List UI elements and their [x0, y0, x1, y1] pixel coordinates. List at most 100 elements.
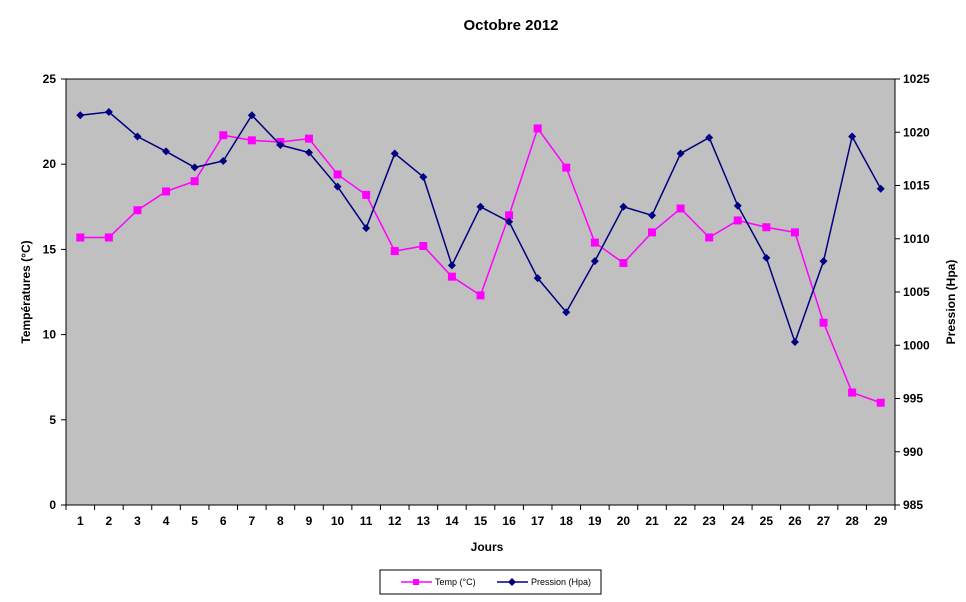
x-tick-label: 28	[845, 514, 859, 528]
y-right-tick-label: 985	[903, 498, 923, 512]
x-tick-label: 19	[588, 514, 602, 528]
pressure-point	[848, 132, 857, 141]
x-tick-label: 22	[674, 514, 688, 528]
x-tick-label: 12	[388, 514, 402, 528]
x-tick-label: 9	[306, 514, 313, 528]
temp-point	[133, 206, 142, 215]
x-tick-label: 3	[134, 514, 141, 528]
pressure-point	[819, 257, 828, 266]
temp-point	[819, 318, 828, 327]
x-tick-label: 2	[106, 514, 113, 528]
y-right-tick-label: 1010	[903, 232, 930, 246]
pressure-point	[476, 202, 485, 211]
pressure-point	[619, 202, 628, 211]
temp-point	[590, 238, 599, 247]
x-axis-title: Jours	[471, 540, 504, 554]
temp-point	[304, 134, 313, 143]
pressure-point	[162, 147, 171, 156]
x-tick-label: 1	[77, 514, 84, 528]
x-tick-label: 18	[560, 514, 574, 528]
x-tick-label: 15	[474, 514, 488, 528]
temp-point	[733, 216, 742, 225]
x-axis: 1 2 3 4 5 6 7 8 9 10 11 12 13 14 15 16 17 18 19 20 21 22 23 24 2…	[65, 505, 896, 528]
temp-point	[162, 187, 171, 196]
temp-point	[790, 228, 799, 237]
y-left-tick-label: 0	[49, 498, 56, 512]
x-tick-label: 14	[445, 514, 459, 528]
x-tick-label: 8	[277, 514, 284, 528]
pressure-point	[247, 111, 256, 120]
pressure-point	[762, 253, 771, 262]
x-tick-label: 4	[163, 514, 170, 528]
temp-point	[419, 241, 428, 250]
y-right-tick-label: 1000	[903, 338, 930, 352]
y-left-tick-label: 20	[43, 157, 57, 171]
x-tick-label: 11	[360, 514, 373, 528]
pressure-point	[419, 172, 428, 181]
x-tick-label: 7	[248, 514, 255, 528]
pressure-point	[876, 184, 885, 193]
temp-point	[362, 190, 371, 199]
pressure-point	[648, 211, 657, 220]
y-right-tick-label: 1020	[903, 125, 930, 139]
x-tick-label: 25	[760, 514, 774, 528]
y-axis-left: 0 5 10 15 20 25	[43, 72, 66, 512]
x-tick-label: 13	[417, 514, 431, 528]
pressure-point	[219, 157, 228, 166]
temp-point	[390, 247, 399, 256]
pressure-point	[447, 261, 456, 270]
x-tick-label: 6	[220, 514, 227, 528]
temp-point	[533, 124, 542, 133]
legend-temp-label: Temp (°C)	[435, 577, 476, 587]
x-tick-label: 21	[645, 514, 659, 528]
temp-point	[676, 204, 685, 213]
temp-point	[447, 272, 456, 281]
temp-point	[876, 398, 885, 407]
temp-point	[505, 211, 514, 220]
temp-point	[848, 388, 857, 397]
y-left-tick-label: 10	[43, 328, 57, 342]
temp-point	[648, 228, 657, 237]
pressure-point	[362, 224, 371, 233]
pressure-point	[333, 182, 342, 191]
pressure-point	[276, 141, 285, 150]
x-tick-label: 16	[502, 514, 516, 528]
y-left-tick-label: 25	[43, 72, 57, 86]
temp-point	[705, 233, 714, 242]
pressure-point	[390, 149, 399, 158]
y-right-tick-label: 990	[903, 445, 923, 459]
pressure-point	[790, 338, 799, 347]
x-tick-label: 20	[617, 514, 631, 528]
temp-point	[562, 163, 571, 172]
y-axis-right: 985 990 995 1000 1005 1010 1015 1020 1025	[895, 72, 930, 512]
temp-point	[76, 233, 85, 242]
pressure-point	[304, 148, 313, 157]
pressure-point	[133, 132, 142, 141]
y-axis-left-title: Températures (°C)	[19, 240, 33, 343]
legend: Temp (°C) Pression (Hpa)	[379, 569, 602, 595]
temp-point	[247, 136, 256, 145]
temp-point	[476, 291, 485, 300]
temp-point	[190, 177, 199, 186]
y-axis-right-title: Pression (Hpa)	[944, 260, 958, 345]
x-tick-label: 26	[788, 514, 802, 528]
temp-point	[333, 170, 342, 179]
legend-pressure-label: Pression (Hpa)	[531, 577, 591, 587]
temp-point	[619, 259, 628, 268]
pressure-point	[505, 217, 514, 226]
series-layer	[76, 108, 885, 407]
y-right-tick-label: 995	[903, 392, 923, 406]
pressure-point	[676, 149, 685, 158]
x-tick-label: 27	[817, 514, 831, 528]
temp-point	[219, 131, 228, 140]
pressure-point	[590, 257, 599, 266]
pressure-point	[76, 111, 85, 120]
x-tick-label: 5	[191, 514, 198, 528]
pressure-point	[733, 201, 742, 210]
y-right-tick-label: 1015	[903, 179, 930, 193]
x-tick-label: 23	[703, 514, 717, 528]
x-tick-label: 24	[731, 514, 745, 528]
temp-point	[104, 233, 113, 242]
y-right-tick-label: 1025	[903, 72, 930, 86]
